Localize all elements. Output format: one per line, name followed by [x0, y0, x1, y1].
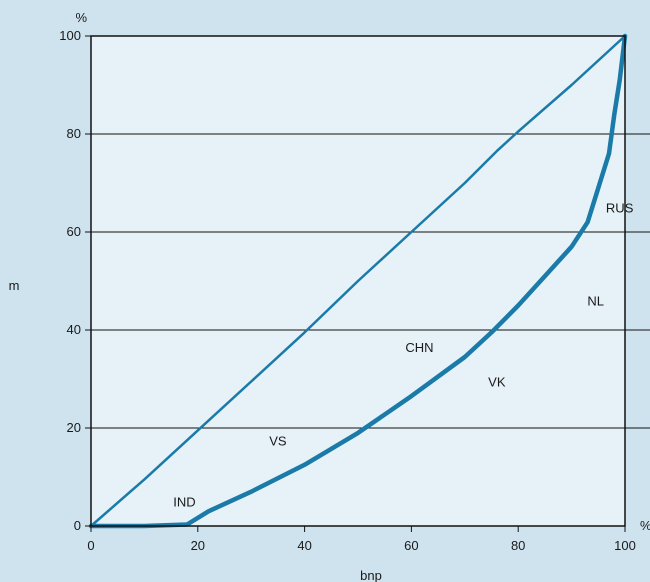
- x-tick-label: 0: [87, 538, 94, 553]
- y-axis-label: m: [9, 278, 20, 293]
- y-tick-label: 60: [67, 224, 81, 239]
- annotation-label: IND: [173, 495, 195, 510]
- y-tick-label: 40: [67, 322, 81, 337]
- y-tick-label: 20: [67, 420, 81, 435]
- y-axis-ticks: 0 20 40 60 80 100: [59, 28, 91, 533]
- y-tick-label: 0: [74, 518, 81, 533]
- y-tick-label: 80: [67, 126, 81, 141]
- annotation-label: VK: [488, 374, 506, 389]
- y-axis-unit: %: [75, 10, 87, 25]
- x-tick-label: 20: [191, 538, 205, 553]
- x-tick-label: 100: [614, 538, 636, 553]
- grid-lines: [91, 133, 650, 429]
- series-line: [89, 34, 627, 528]
- annotation-label: CHN: [405, 340, 433, 355]
- annotations: IND VS CHN VK NL RUS: [173, 201, 633, 510]
- x-tick-label: 80: [511, 538, 525, 553]
- plot-frame: [90, 35, 626, 527]
- annotation-label: NL: [587, 294, 604, 309]
- x-tick-label: 40: [297, 538, 311, 553]
- annotation-label: VS: [269, 433, 287, 448]
- annotation-label: RUS: [606, 201, 634, 216]
- x-tick-label: 60: [404, 538, 418, 553]
- x-axis-label: bnp: [360, 568, 382, 582]
- x-axis-unit: %: [640, 518, 650, 533]
- series-lines: [88, 33, 628, 529]
- series-line: [88, 33, 628, 529]
- y-tick-label: 100: [59, 28, 81, 43]
- x-axis-ticks: 0 20 40 60 80 100: [87, 526, 636, 553]
